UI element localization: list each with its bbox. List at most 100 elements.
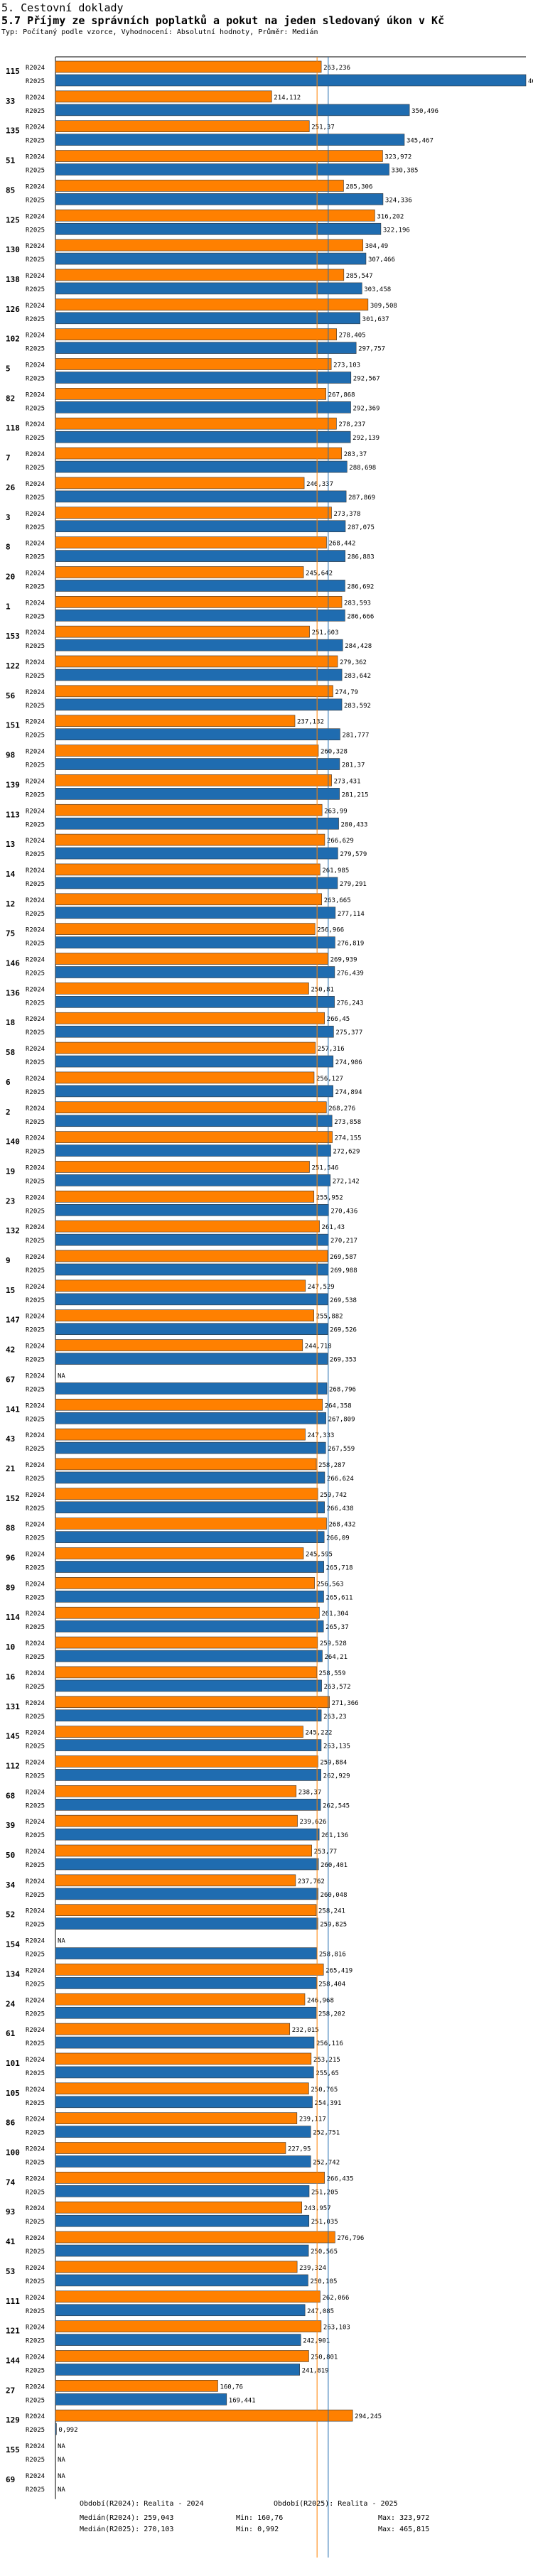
data-label: 264,21 — [324, 1654, 348, 1661]
series-label: R2024 — [26, 451, 45, 458]
series-label: R2025 — [26, 2397, 45, 2404]
category-label: 98 — [6, 751, 15, 760]
series-label: R2025 — [26, 911, 45, 918]
data-label: 287,869 — [348, 494, 375, 502]
data-label: 242,901 — [303, 2338, 330, 2345]
bar-r2024 — [55, 566, 304, 578]
data-label: 316,202 — [377, 213, 404, 220]
bar-r2024 — [55, 1398, 323, 1411]
data-label: 252,751 — [313, 2130, 340, 2137]
bar-r2024 — [55, 1785, 297, 1797]
category-label: 6 — [6, 1078, 11, 1087]
series-label: R2025 — [26, 554, 45, 561]
data-label: 273,858 — [334, 1119, 361, 1126]
series-label: R2024 — [26, 1552, 45, 1559]
bar-r2024 — [55, 1755, 318, 1768]
data-label: 271,366 — [332, 1700, 359, 1707]
data-label: 273,103 — [333, 362, 360, 369]
data-label: 274,155 — [335, 1135, 362, 1142]
data-label: 259,528 — [320, 1640, 347, 1647]
category-label: 118 — [6, 423, 20, 433]
data-label: 269,353 — [330, 1357, 357, 1364]
category-label: 26 — [6, 483, 16, 492]
data-label: 265,611 — [325, 1594, 352, 1601]
bar-r2024 — [55, 1041, 316, 1054]
category-label: 67 — [6, 1375, 15, 1384]
category-label: 139 — [6, 780, 20, 789]
bar-r2024 — [55, 1904, 317, 1916]
bar-r2025 — [55, 1650, 323, 1662]
series-label: R2024 — [26, 778, 45, 785]
series-label: R2024 — [26, 600, 45, 607]
series-label: R2025 — [26, 2367, 45, 2374]
category-label: 113 — [6, 810, 20, 819]
series-label: R2025 — [26, 1029, 45, 1037]
bar-r2025 — [55, 1085, 333, 1098]
bar-r2024 — [55, 1726, 303, 1738]
data-label: 273,431 — [334, 778, 361, 785]
bar-r2024 — [55, 1161, 310, 1173]
series-label: R2024 — [26, 183, 45, 190]
data-label: 267,868 — [328, 391, 355, 399]
data-label: 287,075 — [348, 524, 375, 531]
bar-r2024 — [55, 774, 332, 786]
series-label: R2024 — [26, 2146, 45, 2153]
category-label: 75 — [6, 929, 15, 938]
data-label: 303,458 — [364, 286, 391, 293]
series-label: R2025 — [26, 1922, 45, 1929]
data-label: 263,103 — [323, 2325, 350, 2332]
series-label: R2025 — [26, 1416, 45, 1423]
data-label: 268,276 — [328, 1105, 355, 1113]
bar-r2024 — [55, 1814, 298, 1827]
series-label: R2024 — [26, 1759, 45, 1766]
category-label: 2 — [6, 1108, 11, 1117]
data-label: 280,433 — [341, 821, 368, 828]
category-label: 34 — [6, 1880, 16, 1890]
data-label: 261,985 — [322, 867, 349, 875]
data-label: 263,23 — [323, 1714, 347, 1721]
data-label: 257,316 — [318, 1046, 345, 1053]
category-label: 130 — [6, 245, 20, 254]
bar-r2024 — [55, 1012, 325, 1024]
series-label: R2025 — [26, 762, 45, 769]
data-label: 283,592 — [344, 703, 371, 710]
data-label: 279,579 — [340, 851, 367, 858]
data-label: 260,401 — [321, 1862, 348, 1869]
data-label: 227,95 — [288, 2146, 311, 2153]
data-label: 267,559 — [328, 1446, 355, 1453]
bar-r2025 — [55, 1947, 318, 1959]
series-label: R2025 — [26, 1208, 45, 1215]
data-label: 250,801 — [311, 2354, 338, 2361]
series-label: R2025 — [26, 2308, 45, 2315]
data-label: 279,291 — [340, 881, 367, 888]
series-label: R2024 — [26, 1581, 45, 1588]
data-label: 269,988 — [330, 1267, 357, 1275]
bar-r2024 — [55, 715, 296, 727]
category-label: 74 — [6, 2177, 16, 2187]
bar-r2025 — [55, 550, 346, 562]
data-label: 267,809 — [328, 1416, 355, 1423]
series-label: R2024 — [26, 1432, 45, 1439]
bar-r2024 — [55, 1250, 328, 1262]
data-label: 247,085 — [307, 2308, 334, 2315]
series-label: R2024 — [26, 2265, 45, 2272]
data-label: 266,629 — [327, 838, 354, 845]
category-label: 115 — [6, 67, 20, 76]
bar-r2024 — [55, 60, 322, 73]
bar-r2025 — [55, 1858, 319, 1871]
series-label: R2024 — [26, 481, 45, 488]
series-label: R2025 — [26, 1862, 45, 1869]
data-label: 324,336 — [385, 197, 412, 204]
data-label: 276,796 — [337, 2235, 364, 2242]
series-label: R2024 — [26, 1194, 45, 1201]
category-label: 19 — [6, 1167, 15, 1176]
bar-r2024 — [55, 2290, 321, 2303]
bar-r2024 — [55, 90, 272, 103]
series-label: R2025 — [26, 2160, 45, 2167]
series-label: R2025 — [26, 851, 45, 858]
series-label: R2025 — [26, 970, 45, 978]
data-label: 258,404 — [318, 1981, 345, 1988]
data-label: 255,952 — [316, 1194, 343, 1201]
category-label: 141 — [6, 1405, 20, 1414]
data-label-na: NA — [58, 1373, 65, 1380]
